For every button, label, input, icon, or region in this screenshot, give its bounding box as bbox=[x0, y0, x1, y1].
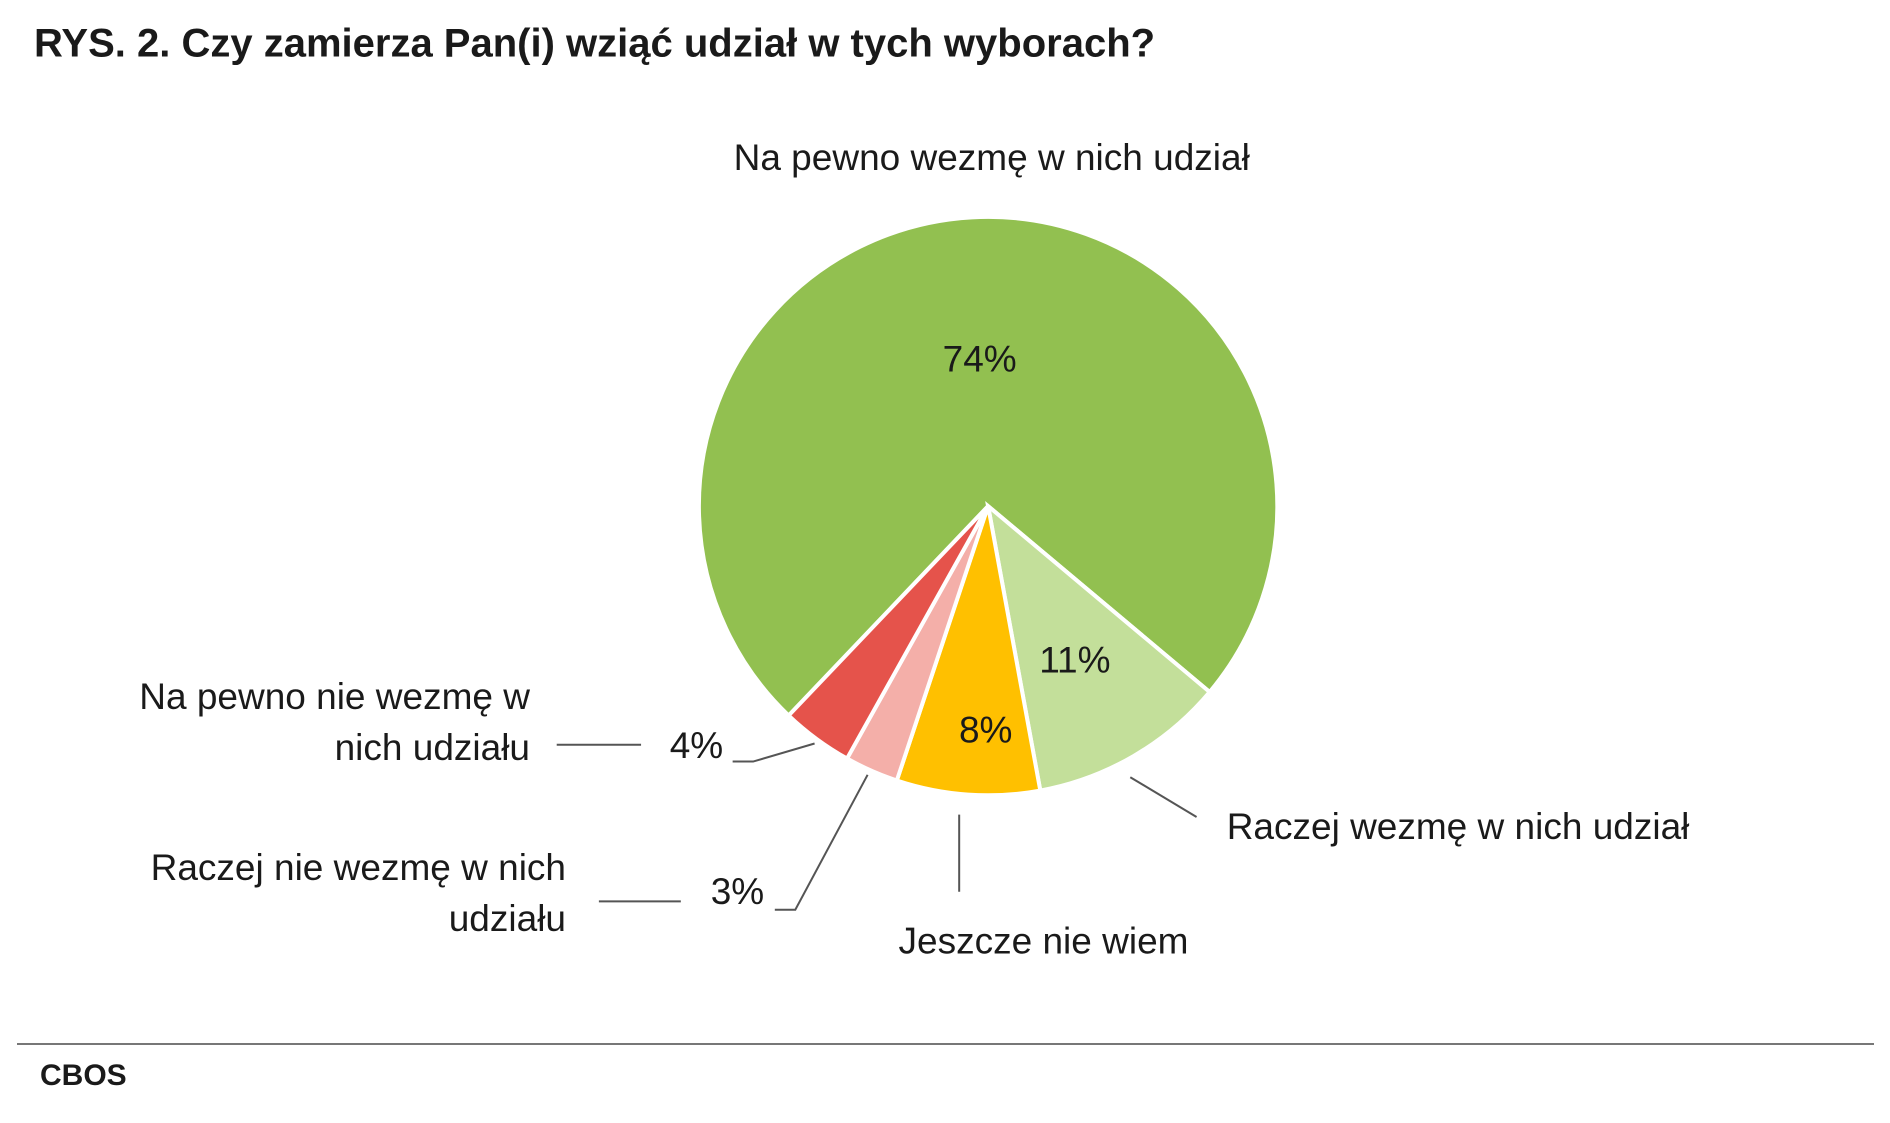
value-label: 74% bbox=[943, 338, 1017, 379]
value-label: 4% bbox=[670, 725, 723, 766]
chart-title: RYS. 2. Czy zamierza Pan(i) wziąć udział… bbox=[34, 22, 1155, 66]
leader-line bbox=[732, 742, 815, 763]
leader-line bbox=[774, 774, 869, 911]
leader-line bbox=[1129, 776, 1198, 818]
pie-slice bbox=[985, 500, 1213, 793]
value-label: 11% bbox=[1039, 640, 1110, 681]
category-label: Raczej nie wezmę w nich udziału bbox=[150, 847, 566, 939]
category-label: Jeszcze nie wiem bbox=[899, 920, 1189, 961]
value-label: 8% bbox=[959, 709, 1012, 750]
category-label: Na pewno nie wezmę w nich udziału bbox=[139, 676, 530, 768]
pie-slice bbox=[696, 214, 1280, 719]
source: CBOS bbox=[40, 1059, 127, 1092]
category-label: Na pewno wezmę w nich udział bbox=[734, 137, 1250, 178]
pie-slice bbox=[785, 504, 990, 762]
value-label: 3% bbox=[711, 871, 764, 912]
category-label: Raczej wezmę w nich udział bbox=[1227, 806, 1690, 847]
pie-slice bbox=[894, 505, 1043, 798]
